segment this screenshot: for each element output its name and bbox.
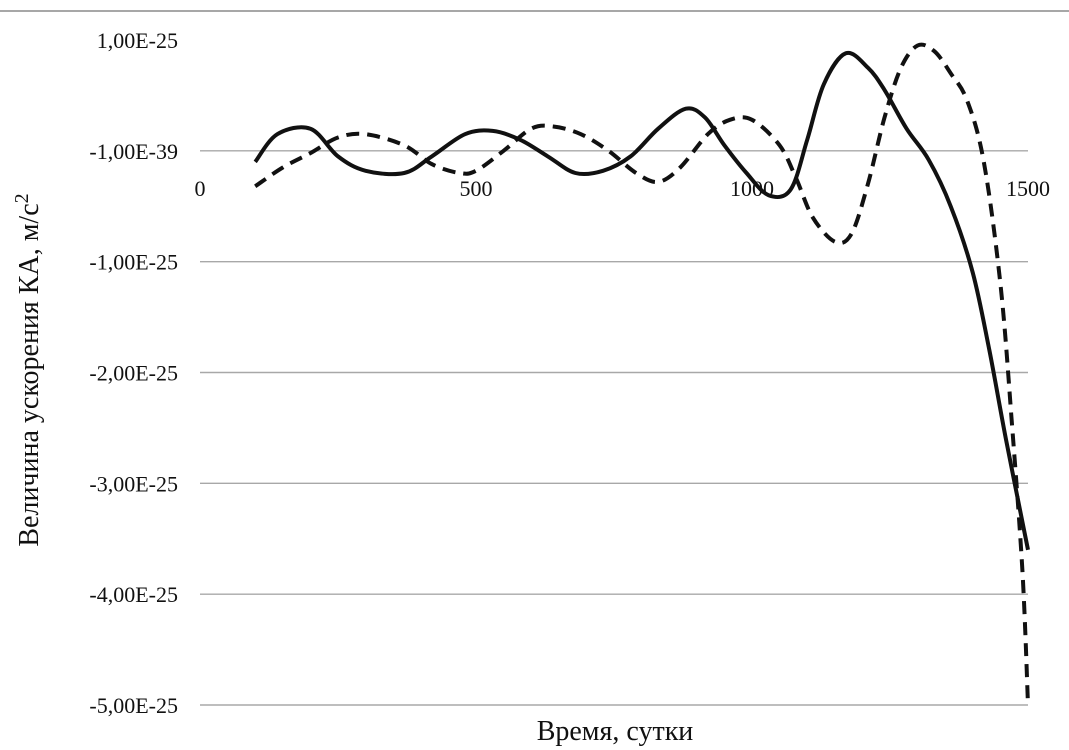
x-tick-labels: 0 500 1000 1500 (195, 176, 1051, 201)
y-axis-title-text: Величина ускорения КА, м/с (14, 203, 45, 546)
x-tick-label: 1500 (1006, 176, 1050, 201)
y-axis-title: Величина ускорения КА, м/с2 (11, 193, 45, 546)
y-tick-label: -5,00E-25 (89, 693, 178, 718)
gridlines (200, 150, 1028, 706)
y-axis-title-superscript: 2 (11, 193, 33, 203)
y-tick-label: -3,00E-25 (89, 471, 178, 496)
y-tick-label: -2,00E-25 (89, 361, 178, 386)
x-tick-label: 500 (460, 176, 493, 201)
y-tick-label: 1,00E-25 (97, 28, 178, 53)
y-tick-label: -1,00E-25 (89, 250, 178, 275)
series-line-dashed (254, 42, 1030, 706)
y-tick-label: -1,00E-39 (89, 139, 178, 164)
x-axis-title: Время, сутки (537, 716, 694, 747)
series-line-solid (253, 50, 1030, 551)
y-tick-label: -4,00E-25 (89, 582, 178, 607)
series-lines (253, 42, 1030, 706)
x-tick-label: 0 (195, 176, 206, 201)
y-tick-labels: 1,00E-25 -1,00E-39 -1,00E-25 -2,00E-25 -3,00… (89, 28, 178, 718)
